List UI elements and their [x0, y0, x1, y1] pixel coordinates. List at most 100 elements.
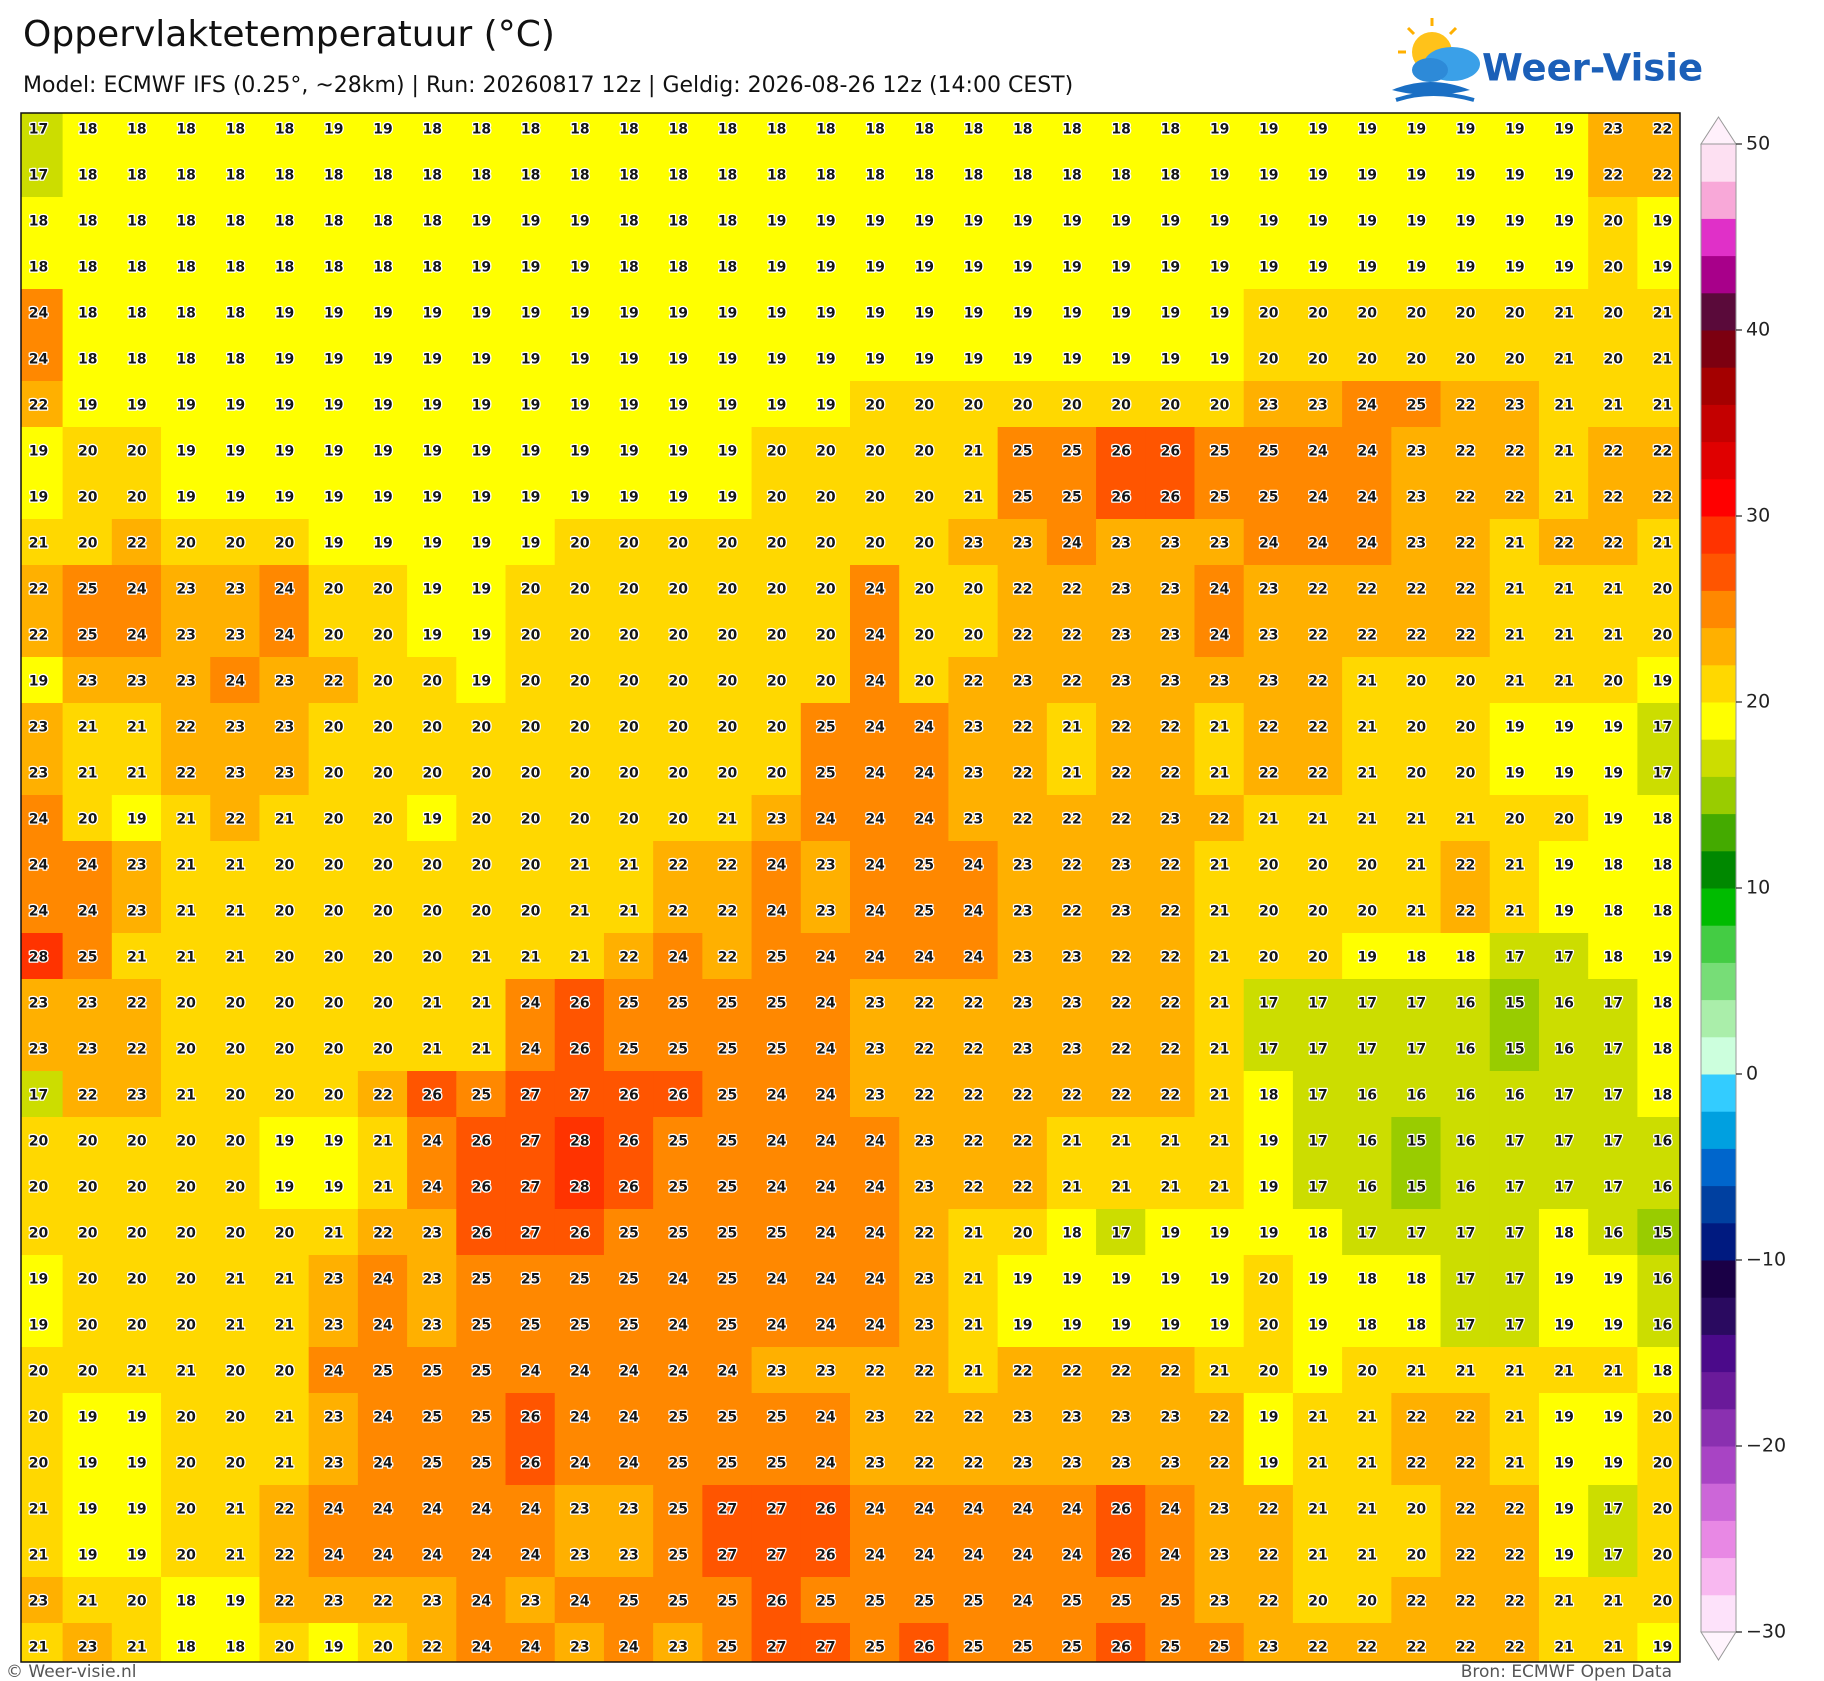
temperature-cell	[1538, 979, 1590, 1026]
temperature-cell	[702, 703, 753, 750]
temperature-cell	[21, 427, 64, 474]
temperature-cell	[850, 197, 901, 244]
temperature-value: 18	[865, 122, 884, 138]
temperature-value: 24	[226, 674, 246, 690]
temperature-cell	[997, 473, 1048, 520]
temperature-value: 22	[1210, 1456, 1229, 1472]
temperature-cell	[948, 427, 999, 474]
temperature-cell	[800, 933, 851, 980]
temperature-value: 22	[1013, 720, 1032, 736]
temperature-value: 20	[176, 1180, 196, 1196]
temperature-value: 23	[1161, 628, 1180, 644]
temperature-cell	[407, 657, 458, 704]
temperature-cell	[1194, 703, 1245, 750]
temperature-value: 20	[324, 720, 344, 736]
temperature-value: 19	[472, 398, 491, 414]
temperature-cell	[62, 841, 113, 888]
temperature-cell	[997, 427, 1048, 474]
temperature-cell	[62, 335, 113, 382]
temperature-value: 25	[521, 1272, 540, 1288]
temperature-cell	[1243, 1255, 1294, 1302]
temperature-value: 22	[78, 1088, 97, 1104]
temperature-cell	[407, 113, 458, 152]
temperature-cell	[948, 1025, 999, 1072]
temperature-value: 20	[1161, 398, 1181, 414]
temperature-cell	[1637, 289, 1680, 336]
temperature-value: 19	[1062, 1272, 1081, 1288]
temperature-value: 24	[1308, 490, 1328, 506]
temperature-value: 19	[176, 444, 195, 460]
temperature-cell	[702, 1025, 753, 1072]
temperature-value: 25	[964, 1594, 983, 1610]
temperature-value: 22	[1259, 720, 1278, 736]
temperature-value: 23	[1013, 904, 1032, 920]
temperature-value: 21	[1554, 674, 1573, 690]
temperature-cell	[1588, 335, 1639, 382]
temperature-cell	[1292, 1163, 1344, 1210]
temperature-value: 18	[1407, 950, 1426, 966]
temperature-value: 20	[226, 1088, 246, 1104]
temperature-value: 19	[226, 398, 245, 414]
temperature-value: 21	[78, 1594, 97, 1610]
temperature-value: 24	[1013, 1594, 1033, 1610]
temperature-value: 21	[1357, 1410, 1376, 1426]
temperature-cell	[1538, 703, 1590, 750]
temperature-value: 20	[1259, 904, 1279, 920]
temperature-value: 25	[472, 1364, 491, 1380]
temperature-cell	[1096, 381, 1147, 428]
temperature-value: 20	[1604, 214, 1624, 230]
temperature-cell	[505, 841, 556, 888]
temperature-cell	[407, 289, 458, 336]
temperature-value: 19	[324, 444, 343, 460]
temperature-value: 21	[1210, 996, 1229, 1012]
temperature-value: 20	[1259, 858, 1279, 874]
temperature-field	[21, 113, 1680, 1662]
temperature-cell	[800, 151, 851, 198]
temperature-value: 21	[619, 904, 638, 920]
temperature-cell	[259, 565, 310, 612]
temperature-value: 15	[1505, 1042, 1524, 1058]
temperature-value: 17	[1653, 720, 1672, 736]
temperature-value: 19	[767, 260, 786, 276]
temperature-value: 18	[1653, 1088, 1672, 1104]
temperature-cell	[899, 933, 950, 980]
temperature-value: 21	[1308, 812, 1327, 828]
temperature-value: 24	[718, 1364, 738, 1380]
temperature-value: 20	[718, 536, 738, 552]
temperature-value: 22	[1554, 536, 1573, 552]
temperature-cell	[1391, 427, 1442, 474]
temperature-value: 19	[1554, 1272, 1573, 1288]
temperature-value: 17	[1604, 1180, 1623, 1196]
temperature-cell	[702, 749, 753, 796]
temperature-cell	[111, 289, 163, 336]
temperature-value: 22	[1505, 444, 1524, 460]
temperature-value: 23	[964, 536, 983, 552]
temperature-cell	[1194, 197, 1245, 244]
temperature-value: 22	[1013, 1180, 1032, 1196]
temperature-value: 25	[669, 1226, 688, 1242]
temperature-cell	[161, 113, 212, 152]
temperature-value: 24	[669, 1364, 689, 1380]
temperature-cell	[948, 1255, 999, 1302]
temperature-value: 19	[422, 628, 441, 644]
temperature-value: 22	[1161, 996, 1180, 1012]
temperature-cell	[259, 979, 310, 1026]
temperature-value: 22	[1456, 1640, 1475, 1656]
temperature-cell	[1391, 473, 1442, 520]
temperature-cell	[997, 1071, 1048, 1118]
temperature-value: 23	[1407, 536, 1426, 552]
temperature-value: 25	[865, 1594, 884, 1610]
temperature-value: 19	[1505, 720, 1524, 736]
temperature-value: 17	[1604, 1042, 1623, 1058]
temperature-cell	[1538, 1163, 1590, 1210]
temperature-cell	[1588, 289, 1639, 336]
temperature-value: 23	[619, 1502, 638, 1518]
temperature-cell	[1637, 197, 1680, 244]
temperature-cell	[751, 933, 802, 980]
temperature-value: 25	[767, 1226, 786, 1242]
temperature-cell	[1588, 427, 1639, 474]
temperature-value: 21	[1554, 306, 1573, 322]
temperature-cell	[850, 657, 901, 704]
temperature-value: 24	[1062, 1548, 1082, 1564]
temperature-value: 25	[1210, 490, 1229, 506]
